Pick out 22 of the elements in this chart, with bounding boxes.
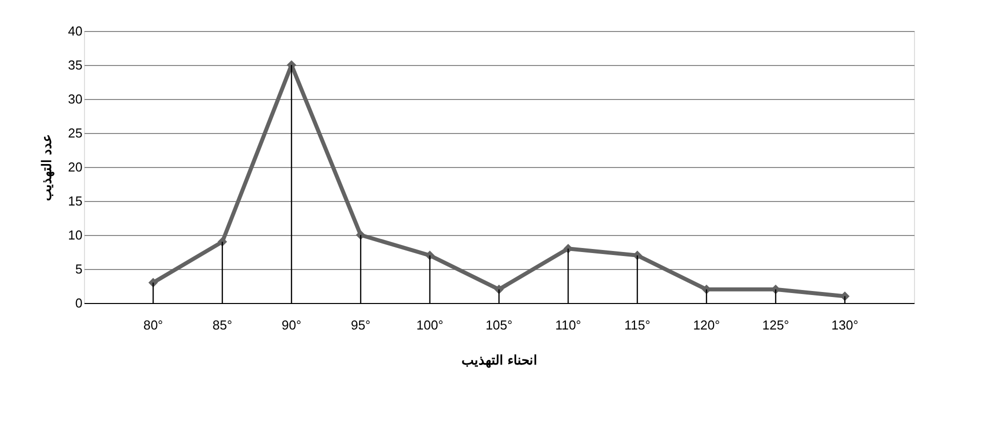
y-tick-label: 10 bbox=[68, 228, 82, 242]
x-tick-label: 95° bbox=[350, 318, 371, 332]
y-tick-label: 35 bbox=[68, 58, 82, 72]
x-tick-label: 85° bbox=[212, 318, 232, 332]
x-tick-label: 90° bbox=[282, 318, 302, 332]
y-axis-title: عدد التهذيب bbox=[39, 134, 56, 201]
y-tick-label: 30 bbox=[68, 92, 82, 106]
y-tick-label: 0 bbox=[75, 296, 82, 310]
y-tick-label: 40 bbox=[68, 24, 82, 38]
x-tick-label: 100° bbox=[416, 318, 444, 332]
x-tick-label: 105° bbox=[486, 318, 512, 332]
x-tick-label: 120° bbox=[693, 318, 720, 332]
y-tick-label: 25 bbox=[68, 126, 82, 140]
x-tick-label: 130° bbox=[831, 318, 858, 332]
x-tick-label: 115° bbox=[624, 318, 650, 332]
x-axis-title: انحناء التهذيب bbox=[462, 352, 538, 368]
y-tick-label: 20 bbox=[68, 160, 82, 174]
x-tick-label: 80° bbox=[143, 318, 164, 332]
x-tick-label: 125° bbox=[762, 318, 790, 332]
x-tick-label: 110° bbox=[555, 318, 582, 332]
y-tick-label: 15 bbox=[68, 194, 82, 208]
y-tick-label: 5 bbox=[75, 262, 82, 276]
